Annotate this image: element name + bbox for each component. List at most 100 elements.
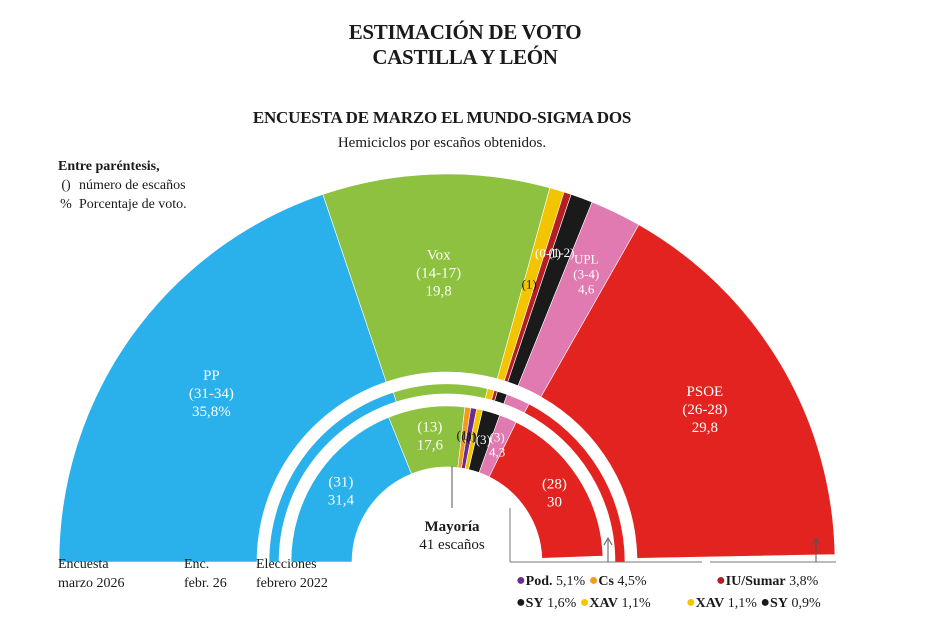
segment-label-encuesta-marzo-2026-pp: PP (31-34) 35,8%: [189, 368, 234, 420]
seats-symbol: (): [61, 178, 71, 193]
xav-name: XAV: [589, 596, 618, 611]
segment-label-line: (1): [522, 276, 537, 291]
hemicycle-rings: [58, 173, 836, 563]
chart-note: Hemiciclos por escaños obtenidos.: [337, 135, 547, 151]
small-parties-election-row2: ●XAV 1,1% ●SY 0,9%: [686, 594, 821, 612]
seats-text: número de escaños: [79, 178, 186, 193]
segment-label-encuesta-marzo-2026-upl: UPL (3-4) 4,6: [573, 251, 599, 296]
segment-label-elecciones-febrero-2022-sy: (3): [476, 432, 491, 447]
cs-dot-icon: ●: [588, 572, 599, 589]
segment-label-elecciones-febrero-2022-upl: (3) 4,3: [489, 429, 505, 459]
legend-key-percent: % Porcentaje de voto.: [58, 195, 187, 214]
iu-sumar-name: IU/Sumar: [725, 574, 786, 589]
iu-sumar-dot-icon: ●: [716, 572, 726, 589]
chart-title-line1: ESTIMACIÓN DE VOTO: [348, 20, 582, 44]
segment-label-elecciones-febrero-2022-cs: (1): [457, 428, 472, 443]
segment-label-line: 4,3: [489, 444, 505, 459]
chart-subtitle: ENCUESTA DE MARZO EL MUNDO-SIGMA DOS: [252, 108, 632, 127]
segment-elecciones-febrero-2022-psoe: [488, 421, 604, 559]
segment-label-line: PSOE: [687, 384, 724, 400]
segment-label-line: 4,6: [578, 281, 595, 296]
small-parties-poll-row1: ●Pod. 5,1% ●Cs 4,5%: [516, 572, 647, 590]
segment-label-line: Vox: [427, 247, 451, 263]
sy-name: SY: [525, 596, 544, 611]
ring-label-enc-feb: Enc. febr. 26: [184, 555, 227, 593]
sy-2022-name: SY: [770, 596, 788, 611]
segment-label-line: (0-1): [535, 246, 561, 261]
majority-seats: 41 escaños: [419, 537, 485, 553]
segment-label-elecciones-febrero-2022-vox: (13) 17,6: [417, 419, 444, 453]
segment-label-encuesta-marzo-2026-iu-sumar: (0-1): [535, 246, 561, 261]
segment-label-line: (26-28): [682, 402, 727, 418]
majority-label: Mayoría 41 escaños: [396, 518, 508, 554]
segment-label-line: 29,8: [692, 420, 718, 436]
xav-2022-value: 1,1%: [727, 596, 757, 611]
segment-label-line: (14-17): [416, 265, 461, 281]
majority-title: Mayoría: [424, 519, 480, 535]
xav-2022-name: XAV: [695, 596, 725, 611]
ring-label-enc-feb-line2: febr. 26: [184, 576, 227, 591]
segment-label-line: (3): [490, 429, 505, 444]
ring-label-encuesta-line1: Encuesta: [58, 557, 109, 572]
segment-label-elecciones-febrero-2022-psoe: (28) 30: [542, 477, 567, 511]
segment-label-line: (1): [457, 428, 472, 443]
segment-label-line: (1): [466, 429, 481, 444]
ring-label-elecciones-line1: Elecciones: [256, 557, 317, 572]
iu-sumar-value: 3,8%: [789, 574, 819, 589]
segment-label-line: (1): [461, 428, 476, 443]
segment-label-encuesta-marzo-2026-sy: (1-2): [549, 245, 575, 260]
podemos-value: 5,1%: [556, 574, 586, 589]
sy-2022-value: 0,9%: [791, 596, 821, 611]
ring-label-encuesta-line2: marzo 2026: [58, 576, 125, 591]
segment-labels: PP (31-34) 35,8% Vox (14-17) 19,8 (1) (0-1)(1-2…: [189, 245, 727, 511]
percent-text: Porcentaje de voto.: [79, 197, 187, 212]
sy-2022-dot-icon: ●: [760, 594, 771, 611]
xav-2022-dot-icon: ●: [686, 594, 696, 611]
percent-symbol: %: [60, 197, 72, 212]
small-parties-poll-row2: ●SY 1,6% ●XAV 1,1%: [516, 594, 651, 612]
sy-value: 1,6%: [547, 596, 577, 611]
segment-label-line: (1-2): [549, 245, 575, 260]
segment-label-elecciones-febrero-2022-pp: (31) 31,4: [328, 475, 355, 509]
segment-label-encuesta-marzo-2026-psoe: PSOE (26-28) 29,8: [682, 384, 727, 436]
sy-dot-icon: ●: [516, 594, 526, 611]
segment-label-line: (13): [417, 419, 442, 435]
segment-label-encuesta-marzo-2026-vox: Vox (14-17) 19,8: [416, 247, 461, 299]
xav-value: 1,1%: [621, 596, 651, 611]
segment-label-encuesta-marzo-2026-xav: (1): [522, 276, 537, 291]
podemos-name: Pod.: [525, 574, 553, 589]
arrow-up-icon-poll: [811, 536, 821, 546]
segment-encuesta-marzo-2026-vox: [322, 173, 551, 383]
segment-enc-febr-26-vox: [392, 383, 488, 403]
legend-key-seats: () número de escaños: [58, 176, 187, 195]
small-parties-election-row1: ●IU/Sumar 3,8%: [716, 572, 818, 590]
legend-key: Entre paréntesis, () número de escaños % P…: [58, 157, 187, 214]
legend-key-heading: Entre paréntesis,: [58, 159, 160, 174]
chart-title-line2: CASTILLA Y LEÓN: [372, 45, 558, 69]
segment-label-line: PP: [203, 368, 220, 384]
segment-label-line: (3-4): [573, 266, 599, 281]
podemos-dot-icon: ●: [516, 572, 526, 589]
ring-label-encuesta: Encuesta marzo 2026: [58, 555, 124, 593]
segment-encuesta-marzo-2026-pp: [58, 194, 387, 563]
ring-label-elecciones: Elecciones febrero 2022: [256, 555, 328, 593]
segment-label-line: 35,8%: [192, 404, 231, 420]
segment-enc-febr-26-upl: [503, 394, 530, 414]
cs-name: Cs: [598, 574, 614, 589]
segment-label-line: UPL: [574, 251, 599, 266]
segment-label-line: 17,6: [417, 437, 444, 453]
segment-encuesta-marzo-2026-psoe: [540, 224, 836, 559]
segment-label-line: (31-34): [189, 386, 234, 402]
cs-value: 4,5%: [617, 574, 647, 589]
segment-label-line: (28): [542, 477, 567, 493]
segment-label-line: 19,8: [426, 283, 452, 299]
segment-label-line: (3): [476, 432, 491, 447]
arrow-up-icon-election: [603, 536, 613, 546]
segment-label-line: 30: [547, 495, 562, 511]
segment-label-elecciones-febrero-2022-xav: (1): [466, 429, 481, 444]
segment-label-line: (31): [328, 475, 353, 491]
xav-dot-icon: ●: [579, 594, 590, 611]
segment-label-elecciones-febrero-2022-pod: (1): [461, 428, 476, 443]
ring-label-elecciones-line2: febrero 2022: [256, 576, 328, 591]
